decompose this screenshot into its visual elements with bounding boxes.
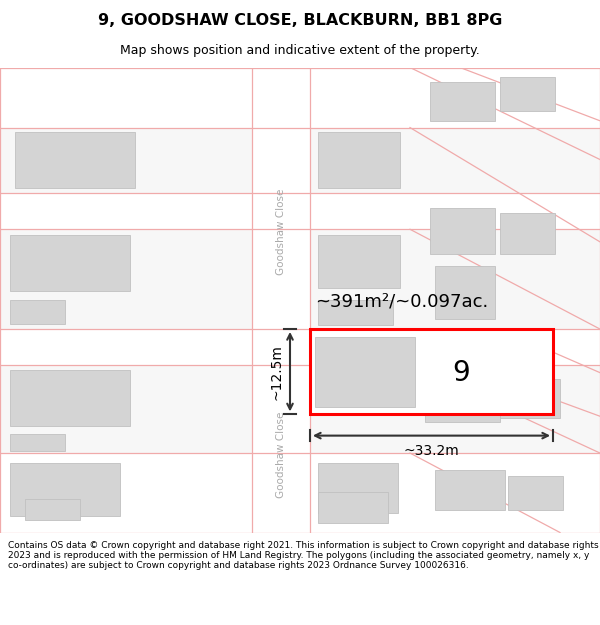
Bar bbox=[500, 379, 560, 418]
Bar bbox=[318, 132, 400, 188]
Bar bbox=[10, 434, 65, 451]
Bar bbox=[10, 300, 65, 324]
Bar bbox=[0, 453, 600, 532]
Bar bbox=[430, 82, 495, 121]
Bar bbox=[500, 77, 555, 111]
Text: ~12.5m: ~12.5m bbox=[269, 344, 283, 399]
Bar bbox=[10, 462, 120, 516]
Bar bbox=[318, 462, 398, 513]
Bar bbox=[252, 68, 310, 532]
Bar bbox=[318, 492, 388, 522]
Bar bbox=[0, 194, 600, 229]
Bar bbox=[435, 469, 505, 510]
Text: 9: 9 bbox=[452, 359, 470, 388]
Bar bbox=[25, 499, 80, 520]
Text: ~33.2m: ~33.2m bbox=[404, 444, 460, 458]
Bar bbox=[10, 370, 130, 426]
Bar bbox=[435, 266, 495, 319]
Text: 9, GOODSHAW CLOSE, BLACKBURN, BB1 8PG: 9, GOODSHAW CLOSE, BLACKBURN, BB1 8PG bbox=[98, 12, 502, 28]
Text: ~391m²/~0.097ac.: ~391m²/~0.097ac. bbox=[315, 293, 488, 311]
Bar bbox=[10, 235, 130, 291]
Bar bbox=[15, 132, 135, 188]
Bar bbox=[430, 208, 495, 254]
Bar bbox=[315, 337, 415, 406]
Bar bbox=[508, 476, 563, 510]
Text: Goodshaw Close: Goodshaw Close bbox=[276, 189, 286, 276]
Bar bbox=[425, 376, 500, 422]
Bar bbox=[0, 329, 600, 365]
Bar bbox=[500, 213, 555, 254]
Bar bbox=[310, 329, 553, 414]
Bar bbox=[0, 68, 600, 128]
Text: Map shows position and indicative extent of the property.: Map shows position and indicative extent… bbox=[120, 44, 480, 57]
Bar bbox=[318, 235, 400, 288]
Text: Contains OS data © Crown copyright and database right 2021. This information is : Contains OS data © Crown copyright and d… bbox=[8, 541, 599, 571]
Bar bbox=[318, 300, 393, 325]
Text: Goodshaw Close: Goodshaw Close bbox=[276, 412, 286, 498]
